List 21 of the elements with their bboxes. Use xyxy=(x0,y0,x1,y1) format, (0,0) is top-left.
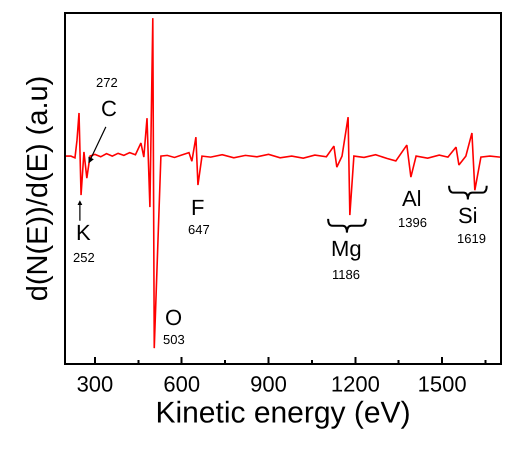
x-axis-title: Kinetic energy (eV) xyxy=(155,396,411,430)
annotation: K xyxy=(76,220,91,245)
annotation: Al xyxy=(402,186,422,211)
annotation: O xyxy=(165,305,182,330)
x-tick-label: 1200 xyxy=(330,371,380,396)
x-tick-label: 1500 xyxy=(418,371,467,396)
annotation: 1619 xyxy=(457,231,486,246)
x-tick-label: 300 xyxy=(76,371,114,396)
annotation: 272 xyxy=(96,75,118,90)
annotation: 1186 xyxy=(332,267,360,282)
x-tick-label: 600 xyxy=(163,371,200,396)
annotation: 647 xyxy=(188,222,210,237)
annotation: F xyxy=(191,195,204,220)
annotation: Si xyxy=(458,203,478,228)
annotation: 252 xyxy=(73,250,95,265)
y-axis-title: d(N(E))/d(E) (a.u) xyxy=(22,76,54,302)
x-tick-label: 900 xyxy=(250,371,287,396)
annotation: Mg xyxy=(331,236,362,261)
annotation: 1396 xyxy=(398,215,427,230)
annotation: 503 xyxy=(163,332,185,347)
annotation: C xyxy=(101,96,117,121)
